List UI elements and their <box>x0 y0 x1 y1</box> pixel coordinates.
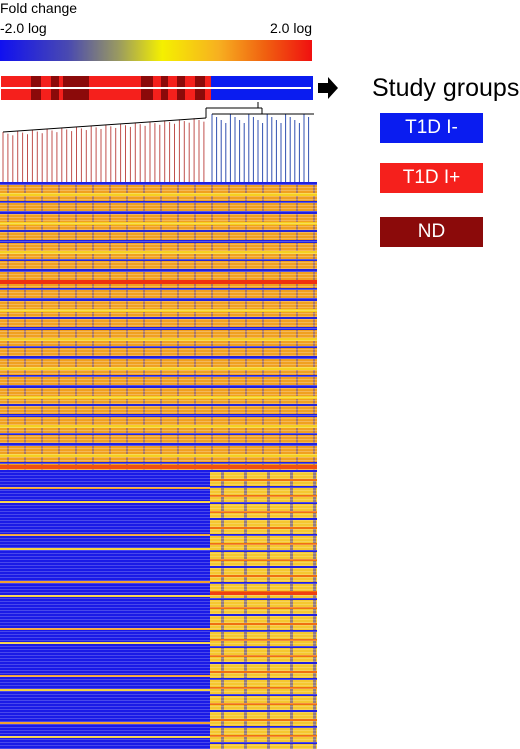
group-bar <box>0 75 313 101</box>
heatmap-region <box>210 470 317 749</box>
heatmap-stripe <box>0 280 317 284</box>
color-scale <box>0 40 312 61</box>
dendrogram <box>2 102 314 182</box>
heatmap-stripe <box>0 465 317 469</box>
group-legend: T1D I+ <box>380 163 483 193</box>
group-divider <box>1 87 311 89</box>
legend-min: -2.0 log <box>0 20 47 36</box>
dendrogram-branch <box>2 117 207 133</box>
heatmap-region <box>0 470 210 749</box>
groups-title: Study groups <box>372 74 520 102</box>
group-legend: T1D I- <box>380 113 483 143</box>
heatmap-region <box>0 182 317 470</box>
legend-title: Fold change <box>0 0 78 16</box>
group-legend: ND <box>380 217 483 247</box>
arrow-shape <box>318 77 338 99</box>
heatmap <box>0 182 317 749</box>
arrow <box>318 77 338 99</box>
legend-max: 2.0 log <box>270 20 313 36</box>
heatmap-stripe <box>210 592 317 595</box>
